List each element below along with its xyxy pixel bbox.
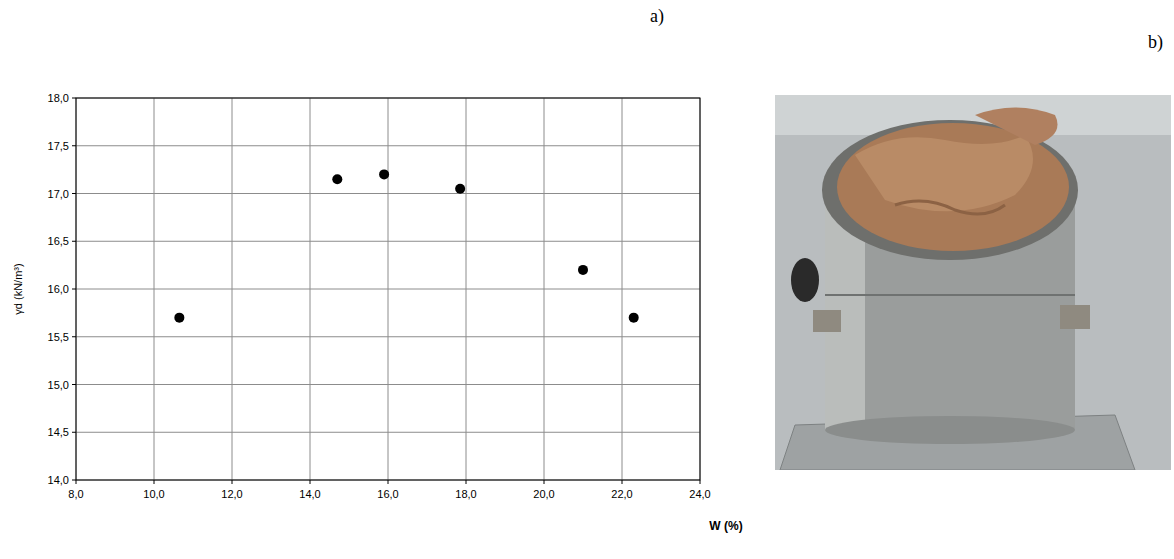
y-tick-label: 15,5	[48, 331, 69, 343]
plot-area	[76, 98, 700, 480]
x-tick-label: 16,0	[377, 488, 398, 500]
panel-label: a)	[650, 6, 664, 27]
y-grid-line	[76, 336, 700, 337]
point	[578, 265, 588, 275]
y-tick	[72, 145, 76, 146]
y-grid-line	[76, 241, 700, 242]
x-tick-label: 22,0	[611, 488, 632, 500]
y-tick-label: 15,0	[48, 379, 69, 391]
y-tick-label: 14,0	[48, 474, 69, 486]
page: 8,0 10,0 12,0 14,0 16,0 18,0 20,0 22,0 24,0 14,0 1…	[0, 0, 1174, 559]
y-tick	[72, 336, 76, 337]
y-tick	[72, 241, 76, 242]
x-tick-label: 24,0	[689, 488, 710, 500]
photo	[775, 95, 1171, 470]
x-tick	[388, 480, 389, 484]
y-grid-line	[76, 384, 700, 385]
clamp	[813, 310, 841, 332]
soil-texture	[855, 135, 1033, 211]
x-tick-label: 10,0	[143, 488, 164, 500]
y-tick	[72, 384, 76, 385]
x-tick	[466, 480, 467, 484]
plot-frame	[76, 98, 700, 480]
clamp	[1060, 305, 1090, 329]
soil-texture	[895, 201, 1005, 214]
x-tick	[622, 480, 623, 484]
y-grid-line	[76, 193, 700, 194]
x-tick-label: 20,0	[533, 488, 554, 500]
panel-label: b)	[1148, 32, 1163, 53]
y-tick-label: 18,0	[48, 92, 69, 104]
x-tick-label: 18,0	[455, 488, 476, 500]
y-tick-label: 16,5	[48, 235, 69, 247]
object	[791, 258, 819, 302]
soil-texture	[975, 108, 1058, 146]
y-axis-title: γd (kN/m³)	[12, 263, 24, 314]
mould-joint	[825, 294, 1075, 296]
point	[629, 313, 639, 323]
y-tick	[72, 193, 76, 194]
point	[379, 169, 389, 179]
photo-background	[775, 95, 1171, 470]
x-tick	[232, 480, 233, 484]
y-grid-line	[76, 145, 700, 146]
x-tick	[310, 480, 311, 484]
y-tick	[72, 289, 76, 290]
y-grid-line	[76, 289, 700, 290]
x-tick	[154, 480, 155, 484]
x-tick	[544, 480, 545, 484]
y-grid-line	[76, 432, 700, 433]
point	[174, 313, 184, 323]
x-tick-label: 8,0	[68, 488, 83, 500]
x-tick-label: 12,0	[221, 488, 242, 500]
points	[174, 169, 638, 322]
y-tick	[72, 432, 76, 433]
x-tick	[700, 480, 701, 484]
mould-bottom	[825, 416, 1075, 444]
y-tick-label: 14,5	[48, 426, 69, 438]
y-tick	[72, 480, 76, 481]
x-tick	[76, 480, 77, 484]
x-tick-label: 14,0	[299, 488, 320, 500]
y-tick-label: 16,0	[48, 283, 69, 295]
y-tick	[72, 98, 76, 99]
point	[455, 184, 465, 194]
x-axis-title: W (%)	[709, 519, 742, 533]
point	[332, 174, 342, 184]
y-tick-label: 17,0	[48, 188, 69, 200]
y-tick-label: 17,5	[48, 140, 69, 152]
